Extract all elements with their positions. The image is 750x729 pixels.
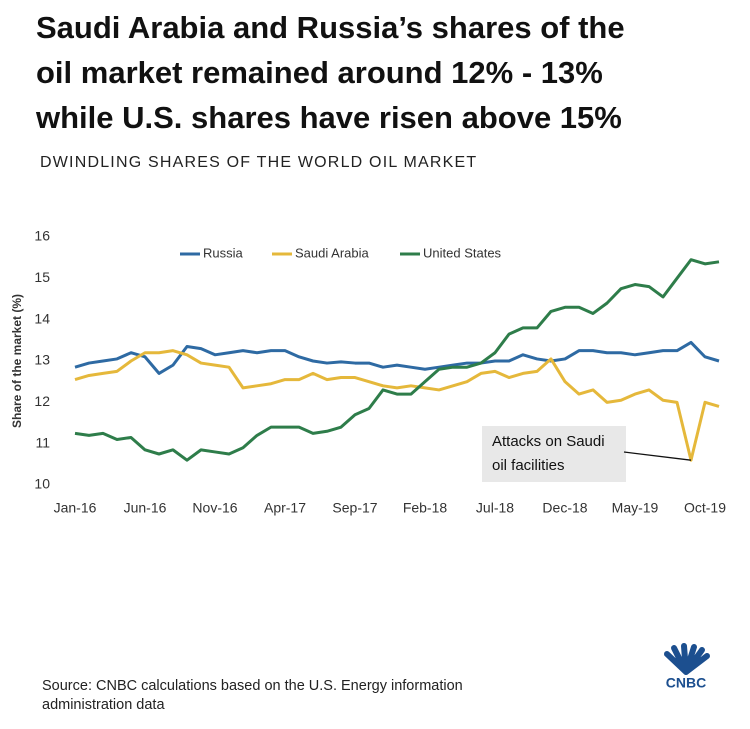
title: Saudi Arabia and Russia’s shares of the — [36, 10, 625, 45]
x-tick-label: Nov-16 — [192, 500, 237, 516]
y-tick-label: 10 — [34, 476, 50, 492]
legend-label: United States — [423, 245, 502, 260]
y-tick-label: 14 — [34, 310, 50, 326]
logo: CNBC — [664, 643, 710, 691]
x-tick-label: Feb-18 — [403, 500, 448, 516]
x-tick-label: Jan-16 — [54, 500, 97, 516]
y-tick-label: 16 — [34, 228, 50, 244]
source: administration data — [42, 697, 165, 713]
y-tick-label: 15 — [34, 269, 50, 285]
annotation-box — [482, 426, 626, 482]
title: oil market remained around 12% - 13% — [36, 55, 603, 90]
series-line — [74, 340, 720, 375]
y-tick-label: 11 — [35, 434, 50, 450]
legend-label: Russia — [203, 245, 244, 260]
source: Source: CNBC calculations based on the U… — [42, 678, 463, 694]
series-line — [74, 349, 720, 462]
x-tick-label: Oct-19 — [684, 500, 726, 516]
legend-label: Saudi Arabia — [295, 245, 369, 260]
title: while U.S. shares have risen above 15% — [35, 100, 622, 135]
y-axis-label: Share of the market (%) — [10, 294, 24, 428]
x-tick-label: Sep-17 — [332, 500, 377, 516]
x-tick-label: Jul-18 — [476, 500, 514, 516]
y-tick-label: 13 — [34, 352, 50, 368]
annotation-line — [623, 451, 692, 461]
annotation-text: Attacks on Saudi — [492, 433, 605, 450]
x-tick-label: Jun-16 — [124, 500, 167, 516]
series-line — [74, 258, 720, 462]
x-tick-label: Dec-18 — [542, 500, 587, 516]
subtitle: DWINDLING SHARES OF THE WORLD OIL MARKET — [40, 154, 477, 171]
annotation-text: oil facilities — [492, 457, 565, 474]
y-tick-label: 12 — [34, 393, 50, 409]
logo-text: CNBC — [666, 675, 706, 691]
x-tick-label: Apr-17 — [264, 500, 306, 516]
x-tick-label: May-19 — [612, 500, 659, 516]
